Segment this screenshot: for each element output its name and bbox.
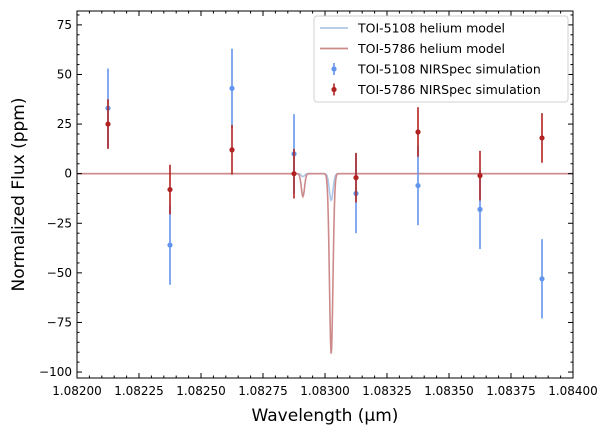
legend-label-series-1: TOI-5108 NIRSpec simulation	[357, 62, 541, 77]
ticks-layer: 1.08200 1.08225 1.08250 1.08275 1.08300 1.083…	[39, 11, 598, 398]
data-point-s2-6	[415, 129, 421, 135]
legend-marker-1	[331, 66, 337, 72]
data-point-s2-4	[291, 171, 297, 177]
x-tick-label: 1.08350	[424, 384, 474, 398]
data-point-s2-2	[167, 186, 173, 193]
legend-box	[313, 15, 569, 103]
legend-label-series-2: TOI-5786 NIRSpec simulation	[357, 82, 541, 97]
model-line-2	[77, 172, 573, 354]
y-tick-label: −100	[39, 365, 72, 379]
x-tick-label: 1.08325	[362, 384, 412, 398]
y-axis-label: Normalized Flux (ppm)	[9, 98, 29, 292]
x-tick-label: 1.08275	[238, 384, 288, 398]
y-tick-label: −50	[47, 266, 72, 280]
x-tick-label: 1.08200	[52, 384, 102, 398]
data-point-s1-3	[229, 85, 235, 91]
data-point-s1-8	[539, 276, 545, 282]
x-tick-label: 1.08250	[176, 384, 226, 398]
legend-label-model-2: TOI-5786 helium model	[357, 41, 505, 56]
x-tick-label: 1.08400	[548, 384, 598, 398]
data-point-s2-7	[477, 173, 483, 179]
data-point-s2-5	[353, 175, 359, 181]
y-tick-label: 0	[64, 167, 72, 181]
data-point-s1-7	[477, 206, 483, 212]
data-point-s2-1	[105, 121, 111, 127]
x-tick-label: 1.08300	[300, 384, 350, 398]
x-tick-label: 1.08375	[486, 384, 536, 398]
x-tick-label: 1.08225	[114, 384, 164, 398]
plot-layer	[77, 48, 573, 354]
data-point-s1-6	[415, 182, 421, 189]
y-tick-label: 25	[57, 117, 72, 131]
legend-label-model-1: TOI-5108 helium model	[357, 21, 505, 36]
legend: TOI-5108 helium model TOI-5786 helium mod…	[313, 15, 569, 103]
x-axis-label: Wavelength (μm)	[252, 406, 399, 426]
data-point-s1-2	[167, 242, 173, 248]
y-tick-label: −75	[47, 315, 72, 329]
y-tick-label: 75	[57, 18, 72, 32]
data-point-s2-3	[229, 147, 235, 153]
y-tick-label: 50	[57, 67, 72, 81]
data-point-s2-8	[539, 135, 545, 141]
y-tick-label: −25	[47, 216, 72, 230]
legend-marker-2	[331, 86, 337, 93]
